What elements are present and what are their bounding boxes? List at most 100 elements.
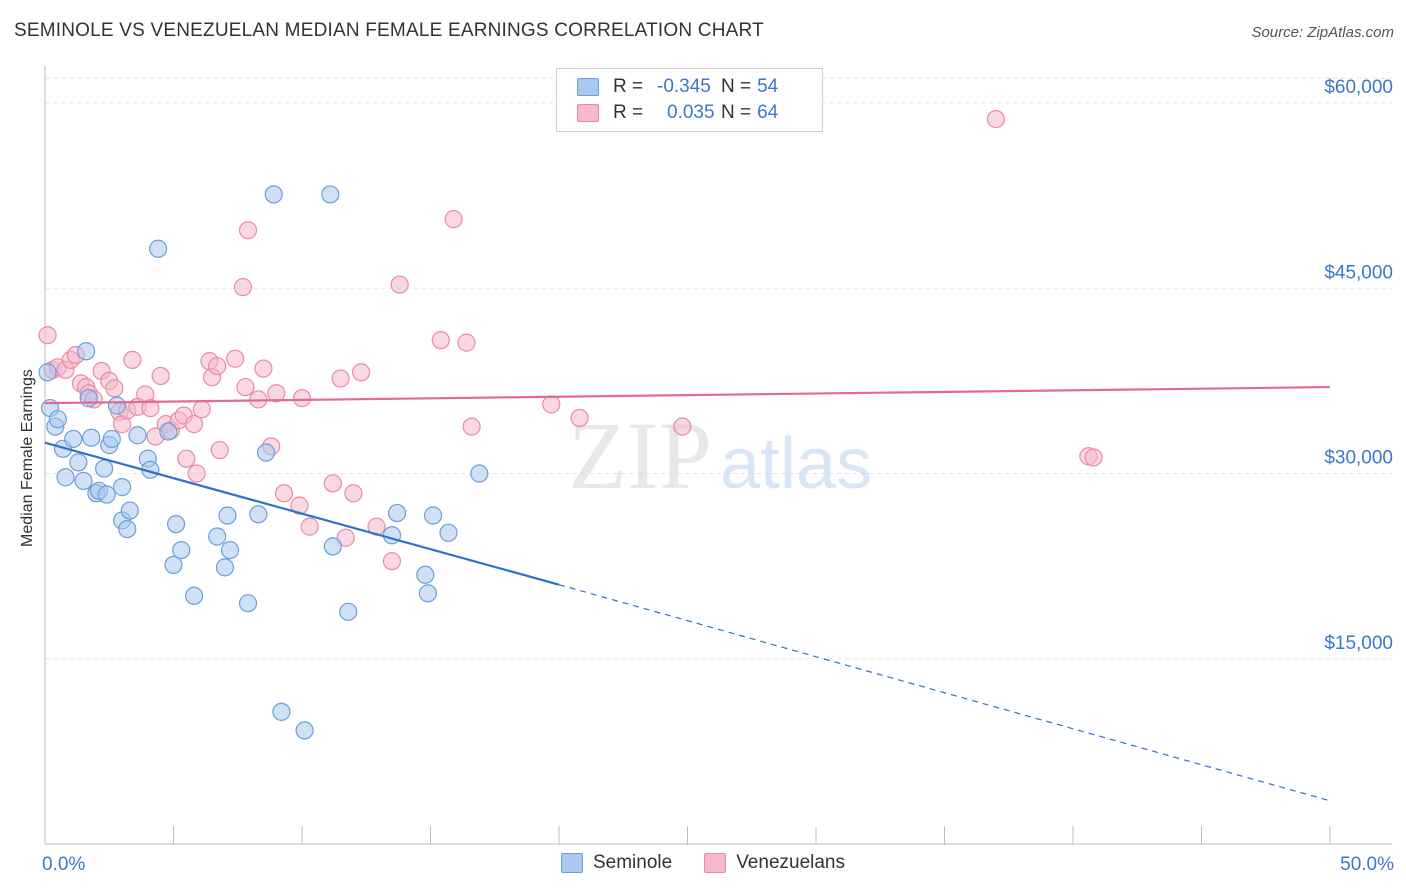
seminole-point <box>118 519 137 539</box>
y-tick-label: $60,000 <box>1324 77 1393 98</box>
venezuelans-point <box>344 484 363 503</box>
venezuelans-point <box>38 326 57 345</box>
seminole-point <box>107 396 127 415</box>
legend-row-venezuelans: R = 0.035 N = 64 <box>577 100 778 126</box>
n-value-seminole: 54 <box>757 76 779 97</box>
seminole-point <box>112 478 132 497</box>
legend-row-seminole: R = -0.345 N = 54 <box>577 74 778 100</box>
seminole-point <box>48 410 67 429</box>
seminole-point <box>64 429 83 449</box>
source-credit: Source: ZipAtlas.com <box>1251 24 1394 41</box>
venezuelans-trend-line <box>44 385 1331 405</box>
seminole-point <box>339 602 358 621</box>
n-label: N = <box>721 76 752 97</box>
venezuelans-point <box>123 350 142 370</box>
n-label: N = <box>721 102 752 123</box>
seminole-point <box>218 506 237 525</box>
venezuelans-points <box>38 110 1103 571</box>
venezuelans-point <box>151 366 170 386</box>
y-tick-label: $15,000 <box>1324 633 1393 654</box>
venezuelans-point <box>457 333 476 352</box>
seminole-point <box>74 471 93 491</box>
legend-swatch-seminole <box>577 78 599 96</box>
r-label: R = <box>613 102 644 123</box>
venezuelans-point <box>352 363 371 382</box>
venezuelans-point <box>254 359 273 378</box>
venezuelans-point <box>1084 448 1103 467</box>
seminole-point <box>249 505 268 524</box>
watermark-zip: ZIP <box>568 402 712 509</box>
venezuelans-point <box>431 331 450 350</box>
venezuelans-point <box>542 395 561 414</box>
legend-label-venezuelans: Venezuelans <box>736 852 846 873</box>
trend-lines <box>44 385 1331 802</box>
venezuelans-point <box>300 517 319 536</box>
tick-labels: $15,000 $30,000 $45,000 $60,000 0.0% 50.0% <box>42 77 1394 875</box>
venezuelans-point <box>986 110 1006 129</box>
venezuelans-point <box>184 415 204 434</box>
seminole-point <box>56 468 75 487</box>
venezuelans-point <box>274 484 294 503</box>
venezuelans-point <box>210 440 229 460</box>
axes <box>44 66 1392 845</box>
venezuelans-point <box>187 464 206 483</box>
venezuelans-point <box>105 379 124 398</box>
r-value-seminole: -0.345 <box>657 76 711 97</box>
chart-title: SEMINOLE VS VENEZUELAN MEDIAN FEMALE EAR… <box>14 20 764 41</box>
seminole-point <box>215 558 234 577</box>
x-tick-label: 50.0% <box>1340 854 1394 875</box>
seminole-point <box>256 443 276 462</box>
seminole-point <box>323 537 342 556</box>
legend-label-seminole: Seminole <box>592 852 673 873</box>
seminole-point <box>164 555 183 575</box>
venezuelans-point <box>444 210 463 229</box>
venezuelans-point <box>290 496 309 515</box>
venezuelans-point <box>208 356 227 376</box>
venezuelans-point <box>673 417 692 436</box>
seminole-point <box>387 503 407 523</box>
seminole-point <box>148 239 168 258</box>
seminole-point <box>97 485 116 504</box>
venezuelans-point <box>226 349 245 368</box>
seminole-point <box>220 540 240 560</box>
y-tick-label: $30,000 <box>1324 448 1393 469</box>
seminole-trend-line <box>44 441 560 586</box>
venezuelans-point <box>233 277 252 297</box>
venezuelans-point <box>292 389 312 408</box>
seminole-point <box>120 501 139 520</box>
venezuelans-point <box>141 398 160 418</box>
seminole-point <box>77 342 96 361</box>
seminole-point <box>238 594 258 613</box>
venezuelans-point <box>267 384 286 403</box>
seminole-point <box>321 185 340 204</box>
seminole-point <box>423 506 443 525</box>
r-label: R = <box>613 76 644 97</box>
seminole-point <box>95 459 114 478</box>
correlation-legend: R = -0.345 N = 54 R = 0.035 N = 64 <box>556 68 823 132</box>
seminole-point <box>418 584 438 603</box>
legend-swatch-seminole <box>560 853 583 873</box>
seminole-point <box>264 185 283 204</box>
legend-item-venezuelans: Venezuelans <box>704 852 845 874</box>
venezuelans-point <box>390 275 409 294</box>
venezuelans-point <box>238 221 258 240</box>
legend-item-seminole: Seminole <box>560 852 673 874</box>
seminole-point <box>69 453 88 472</box>
y-tick-label: $45,000 <box>1324 262 1393 283</box>
gridlines <box>45 77 1392 660</box>
venezuelans-point <box>462 417 481 436</box>
seminole-point <box>38 363 57 382</box>
seminole-point <box>79 389 98 408</box>
venezuelans-point <box>192 400 211 419</box>
seminole-point <box>184 586 204 605</box>
series-legend: Seminole Venezuelans <box>0 852 1406 874</box>
venezuelans-point <box>323 474 342 493</box>
seminole-point <box>102 429 121 449</box>
seminole-trend-extension <box>558 584 1331 802</box>
watermark-atlas: atlas <box>720 424 872 504</box>
legend-swatch-venezuelans <box>577 104 599 122</box>
n-value-venezuelans: 64 <box>757 102 779 123</box>
x-tick-label: 0.0% <box>42 854 85 875</box>
venezuelans-point <box>331 369 350 388</box>
